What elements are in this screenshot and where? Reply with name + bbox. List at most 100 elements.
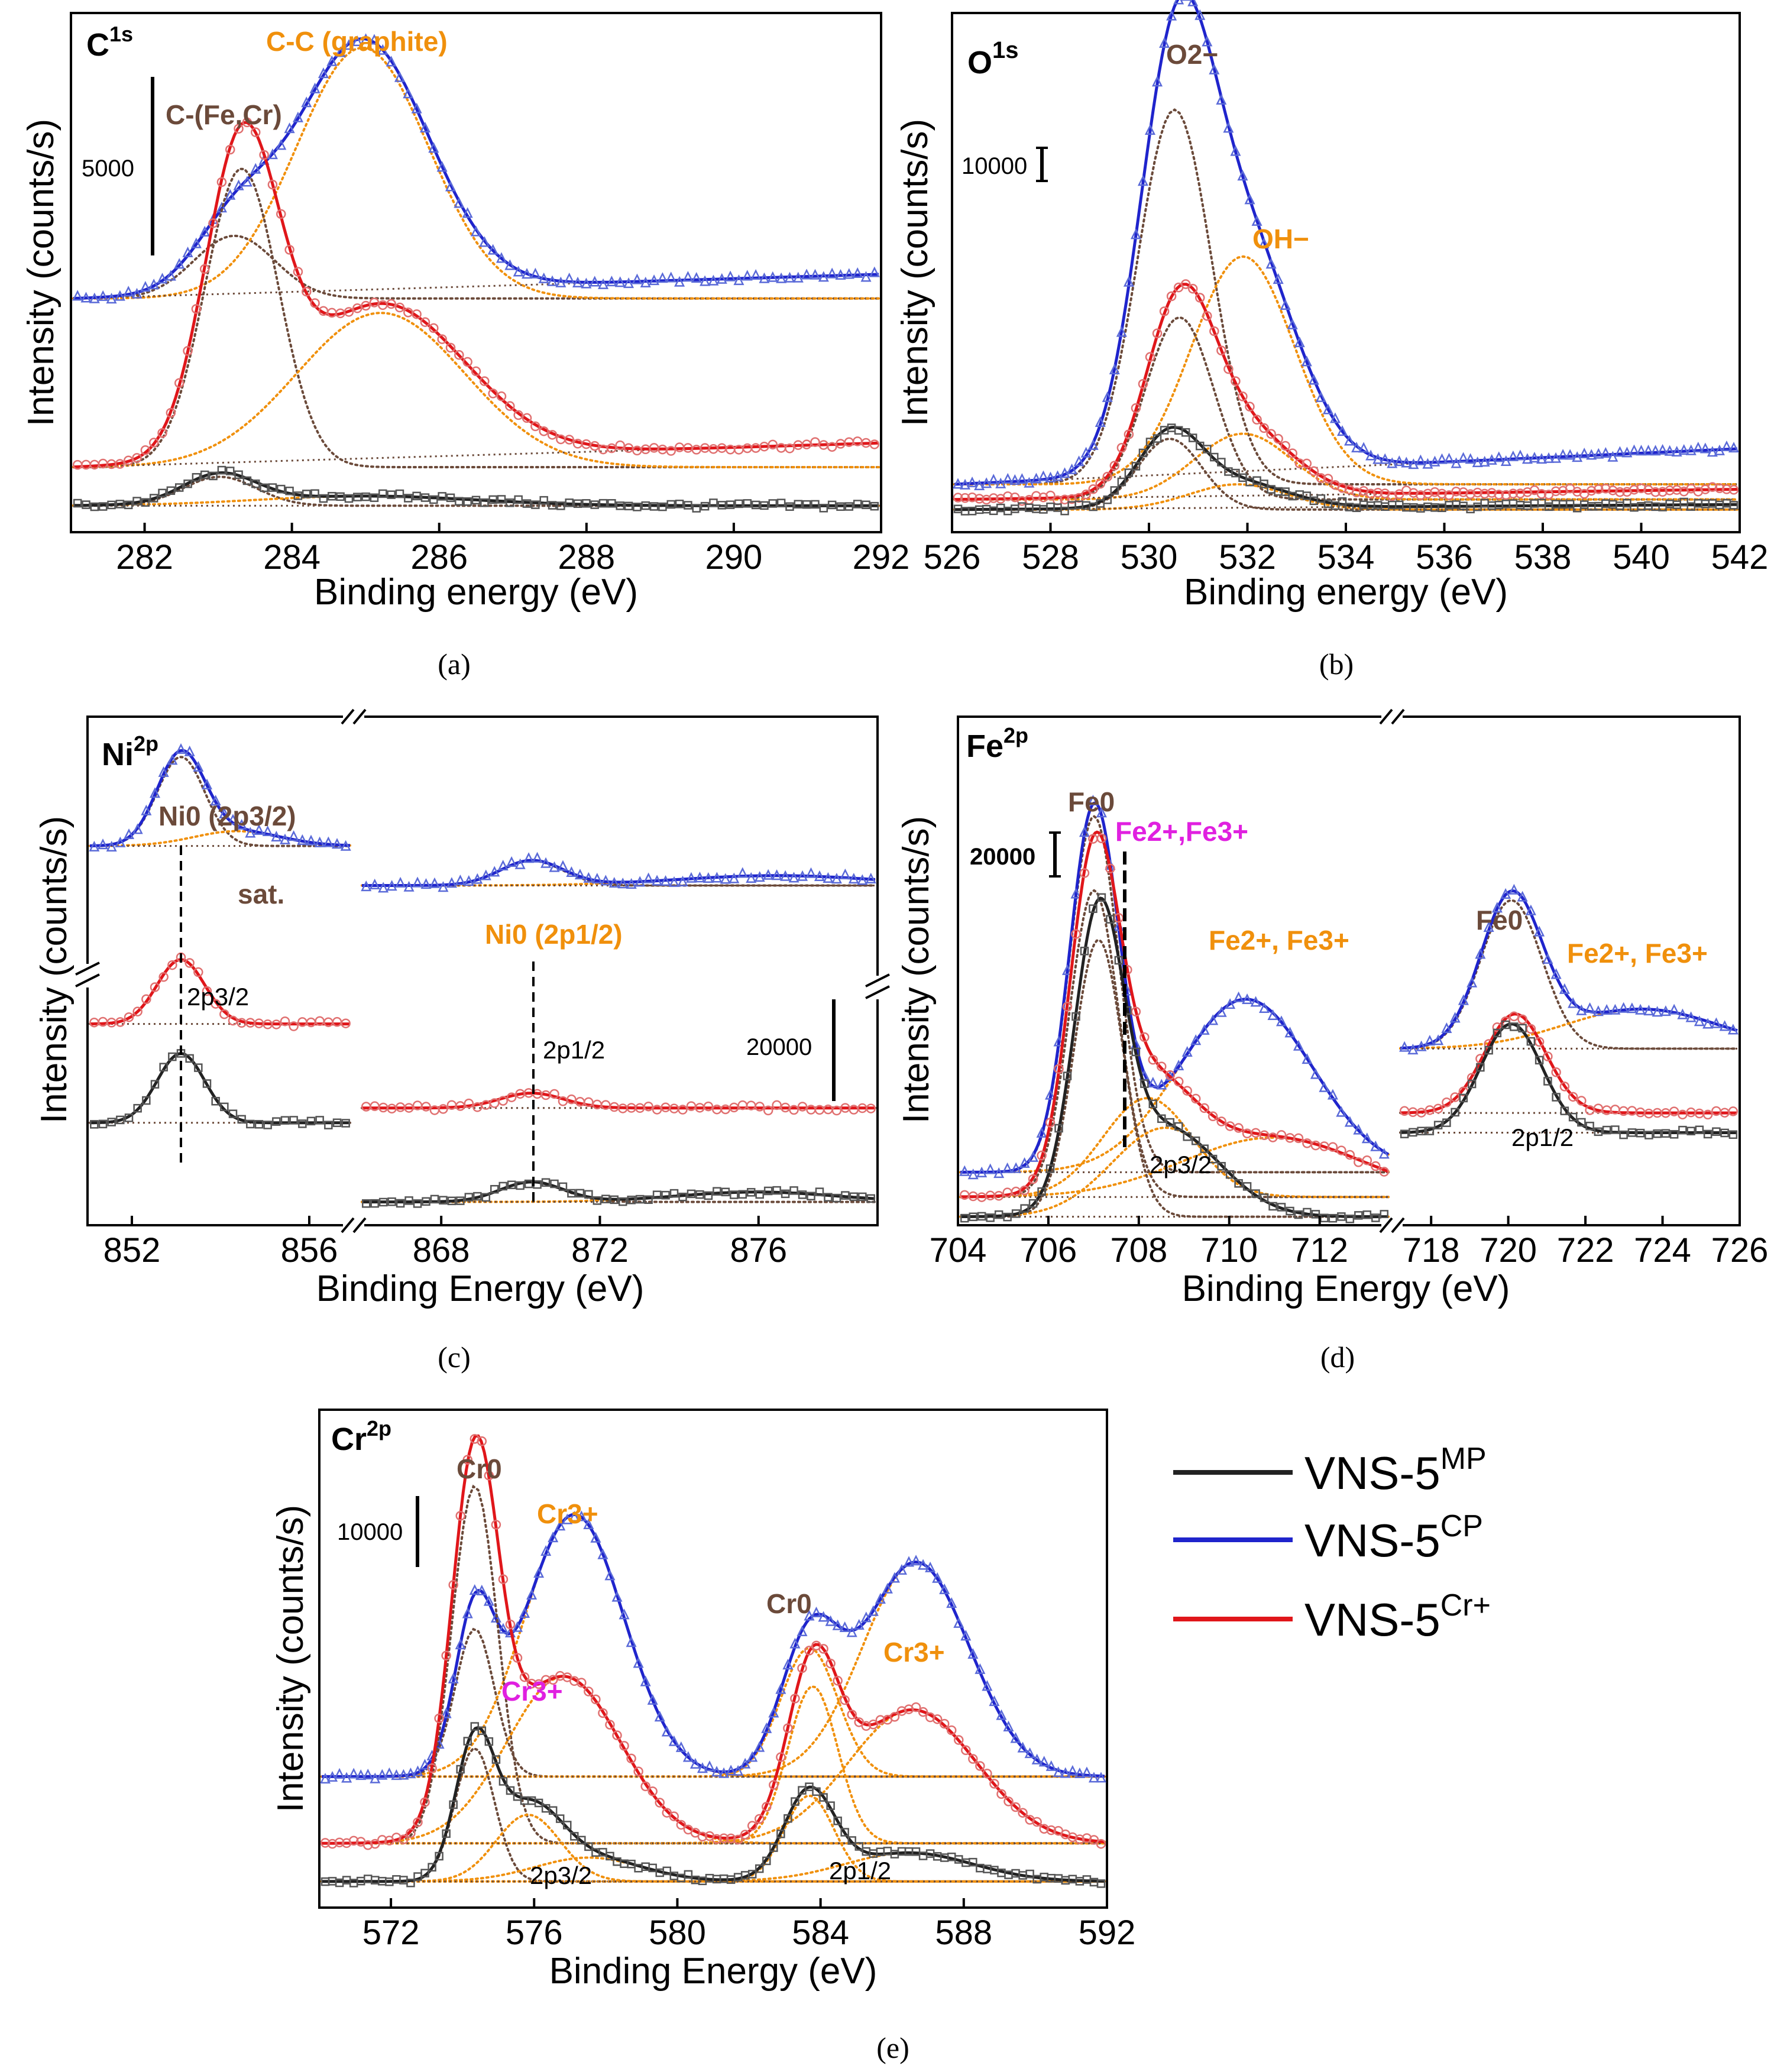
data-point-a-0-91 <box>843 268 854 279</box>
data-point-d-left-1-39 <box>1293 1133 1304 1144</box>
data-point-d-right-0-7 <box>1458 994 1469 1005</box>
data-point-c-left-0-22 <box>279 833 291 844</box>
data-point-d-right-2-11 <box>1493 1028 1502 1038</box>
data-point-a-1-49 <box>488 388 498 399</box>
data-point-e-0-6 <box>362 1769 374 1780</box>
envelope-c-right-0 <box>362 859 876 887</box>
data-point-e-1-71 <box>825 1658 836 1669</box>
data-point-a-0-38 <box>394 71 405 82</box>
data-point-e-0-27 <box>512 1621 523 1632</box>
data-point-b-0-8 <box>1009 474 1021 485</box>
data-point-e-1-37 <box>584 1686 594 1697</box>
data-point-d-left-0-2 <box>976 1166 988 1177</box>
series-e-0 <box>319 1510 1107 1784</box>
curves-a <box>72 33 880 513</box>
data-point-d-right-1-4 <box>1433 1103 1443 1114</box>
data-point-e-0-9 <box>384 1767 395 1778</box>
data-point-e-0-89 <box>953 1617 964 1628</box>
data-point-c-right-2-59 <box>866 1194 876 1203</box>
data-point-b-1-32 <box>1180 279 1191 289</box>
data-point-c-right-2-28 <box>601 1194 610 1203</box>
component-peak-e-0-0 <box>321 1627 1106 1778</box>
data-point-d-left-0-43 <box>1327 1089 1338 1100</box>
data-point-b-1-40 <box>1238 391 1248 402</box>
data-point-c-left-0-17 <box>236 818 247 830</box>
data-point-a-0-70 <box>665 271 676 283</box>
data-point-a-2-1 <box>82 500 90 509</box>
data-point-e-0-19 <box>455 1639 466 1650</box>
data-point-e-0-56 <box>718 1767 730 1778</box>
data-point-e-2-19 <box>456 1765 465 1774</box>
data-point-d-left-0-12 <box>1061 964 1073 975</box>
data-point-c-left-1-7 <box>150 982 160 992</box>
data-point-a-1-48 <box>480 376 490 386</box>
data-point-b-2-49 <box>1302 491 1312 500</box>
data-point-e-2-20 <box>463 1737 472 1746</box>
data-point-c-right-1-12 <box>464 1098 474 1109</box>
data-point-a-1-46 <box>462 357 472 367</box>
data-point-c-left-1-22 <box>280 1016 290 1027</box>
data-point-d-right-0-26 <box>1618 1002 1629 1013</box>
data-point-c-right-0-45 <box>746 872 757 883</box>
data-point-c-right-1-34 <box>652 1105 662 1115</box>
data-point-d-left-0-14 <box>1079 826 1090 837</box>
data-point-b-1-46 <box>1280 441 1290 451</box>
data-point-a-1-87 <box>810 437 820 447</box>
data-point-d-right-0-3 <box>1424 1035 1435 1046</box>
data-point-e-1-46 <box>648 1786 658 1796</box>
data-point-a-0-67 <box>640 276 651 287</box>
data-point-e-1-93 <box>982 1769 992 1779</box>
data-point-c-left-1-3 <box>115 1017 125 1027</box>
data-point-b-0-76 <box>1493 451 1504 462</box>
curves-e <box>319 1434 1107 1888</box>
data-point-a-2-62 <box>598 498 608 508</box>
component-peak-a-0-1 <box>72 46 880 300</box>
data-point-d-right-2-6 <box>1451 1108 1459 1117</box>
data-point-e-1-14 <box>420 1797 430 1807</box>
data-point-b-1-68 <box>1437 488 1447 499</box>
data-point-b-2-15 <box>1060 506 1069 516</box>
data-point-b-1-65 <box>1416 490 1426 500</box>
data-point-a-0-14 <box>190 237 202 248</box>
data-point-a-1-86 <box>801 439 812 449</box>
data-point-d-left-2-47 <box>1362 1210 1372 1219</box>
x-axis-label-c: Binding Energy (eV) <box>316 1268 645 1309</box>
data-point-a-0-62 <box>598 278 609 289</box>
data-point-b-1-79 <box>1515 488 1526 498</box>
data-point-c-left-2-29 <box>341 1119 350 1128</box>
data-point-e-2-70 <box>819 1793 828 1802</box>
data-point-b-1-18 <box>1081 489 1091 500</box>
data-point-d-right-2-32 <box>1669 1130 1679 1139</box>
annotation-fe0-left: Fe0 <box>1068 786 1115 817</box>
data-point-e-0-2 <box>334 1767 345 1779</box>
data-point-d-right-2-21 <box>1577 1118 1586 1127</box>
data-point-c-right-2-3 <box>387 1197 396 1206</box>
data-point-c-left-2-1 <box>98 1119 108 1129</box>
data-point-d-right-2-29 <box>1644 1131 1653 1139</box>
data-point-d-left-1-26 <box>1182 1086 1192 1096</box>
data-point-c-right-2-18 <box>516 1181 525 1190</box>
data-point-c-left-0-15 <box>219 807 230 818</box>
data-point-d-left-1-8 <box>1028 1174 1038 1184</box>
data-point-a-0-86 <box>801 268 812 280</box>
data-point-a-2-88 <box>819 504 828 513</box>
data-point-b-0-106 <box>1707 446 1718 457</box>
data-point-e-1-17 <box>441 1650 451 1661</box>
tick-label-b-6: 538 <box>1514 538 1572 577</box>
data-point-b-0-24 <box>1123 276 1134 287</box>
data-point-a-0-59 <box>572 276 584 287</box>
data-point-a-1-7 <box>132 453 142 463</box>
tick-label-c-right-1: 872 <box>571 1231 629 1270</box>
data-point-d-right-0-17 <box>1542 953 1553 964</box>
data-point-c-right-2-55 <box>832 1193 841 1203</box>
data-point-a-1-6 <box>123 455 134 466</box>
data-point-c-left-0-13 <box>201 778 213 789</box>
data-point-d-right-1-20 <box>1568 1092 1578 1102</box>
data-point-a-1-38 <box>394 302 405 313</box>
component-peak-d-left-1-1 <box>959 1096 1390 1199</box>
data-point-d-right-2-3 <box>1425 1126 1435 1135</box>
data-point-b-1-16 <box>1067 494 1077 504</box>
data-point-b-1-47 <box>1287 448 1297 458</box>
data-point-b-1-39 <box>1231 376 1241 386</box>
data-point-c-left-1-6 <box>141 994 151 1004</box>
